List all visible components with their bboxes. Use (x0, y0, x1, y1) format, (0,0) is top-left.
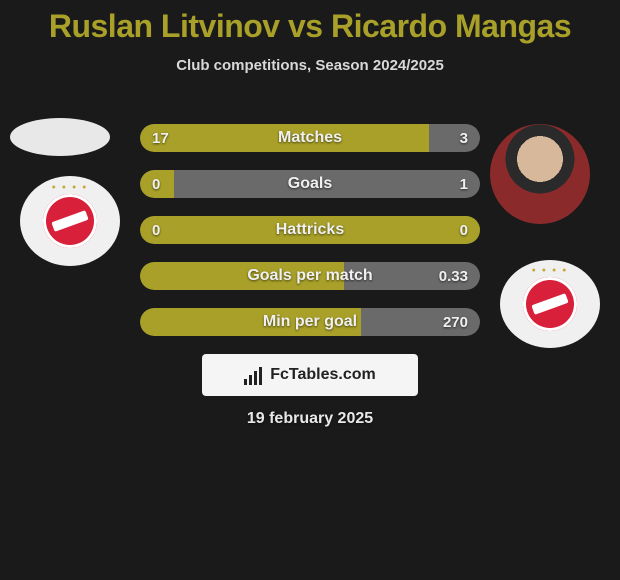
stat-value-left: 0 (152, 216, 160, 244)
stat-value-right: 0.33 (439, 262, 468, 290)
stat-value-left: 17 (152, 124, 169, 152)
stat-value-right: 270 (443, 308, 468, 336)
stat-bar-left (140, 124, 429, 152)
stat-value-right: 1 (460, 170, 468, 198)
stat-row: Hattricks00 (140, 216, 480, 244)
stat-bar-right (174, 170, 480, 198)
brand-text: FcTables.com (270, 366, 376, 384)
stat-row: Matches173 (140, 124, 480, 152)
page-subtitle: Club competitions, Season 2024/2025 (0, 57, 620, 74)
stat-row: Min per goal270 (140, 308, 480, 336)
stats-bars-container: Matches173Goals01Hattricks00Goals per ma… (140, 124, 480, 354)
stat-bar-left (140, 216, 480, 244)
player-right-avatar (490, 124, 590, 224)
chart-icon (244, 365, 264, 385)
stat-bar-right (429, 124, 480, 152)
stat-row: Goals01 (140, 170, 480, 198)
club-left-badge: ● ● ● ● (20, 176, 120, 266)
stat-value-right: 0 (460, 216, 468, 244)
branding-badge: FcTables.com (202, 354, 418, 396)
stat-value-right: 3 (460, 124, 468, 152)
stat-bar-left (140, 308, 361, 336)
date-label: 19 february 2025 (0, 410, 620, 428)
player-left-avatar (10, 118, 110, 156)
club-right-badge: ● ● ● ● (500, 260, 600, 348)
stat-row: Goals per match0.33 (140, 262, 480, 290)
page-title: Ruslan Litvinov vs Ricardo Mangas (0, 0, 620, 45)
stat-value-left: 0 (152, 170, 160, 198)
stat-bar-left (140, 262, 344, 290)
